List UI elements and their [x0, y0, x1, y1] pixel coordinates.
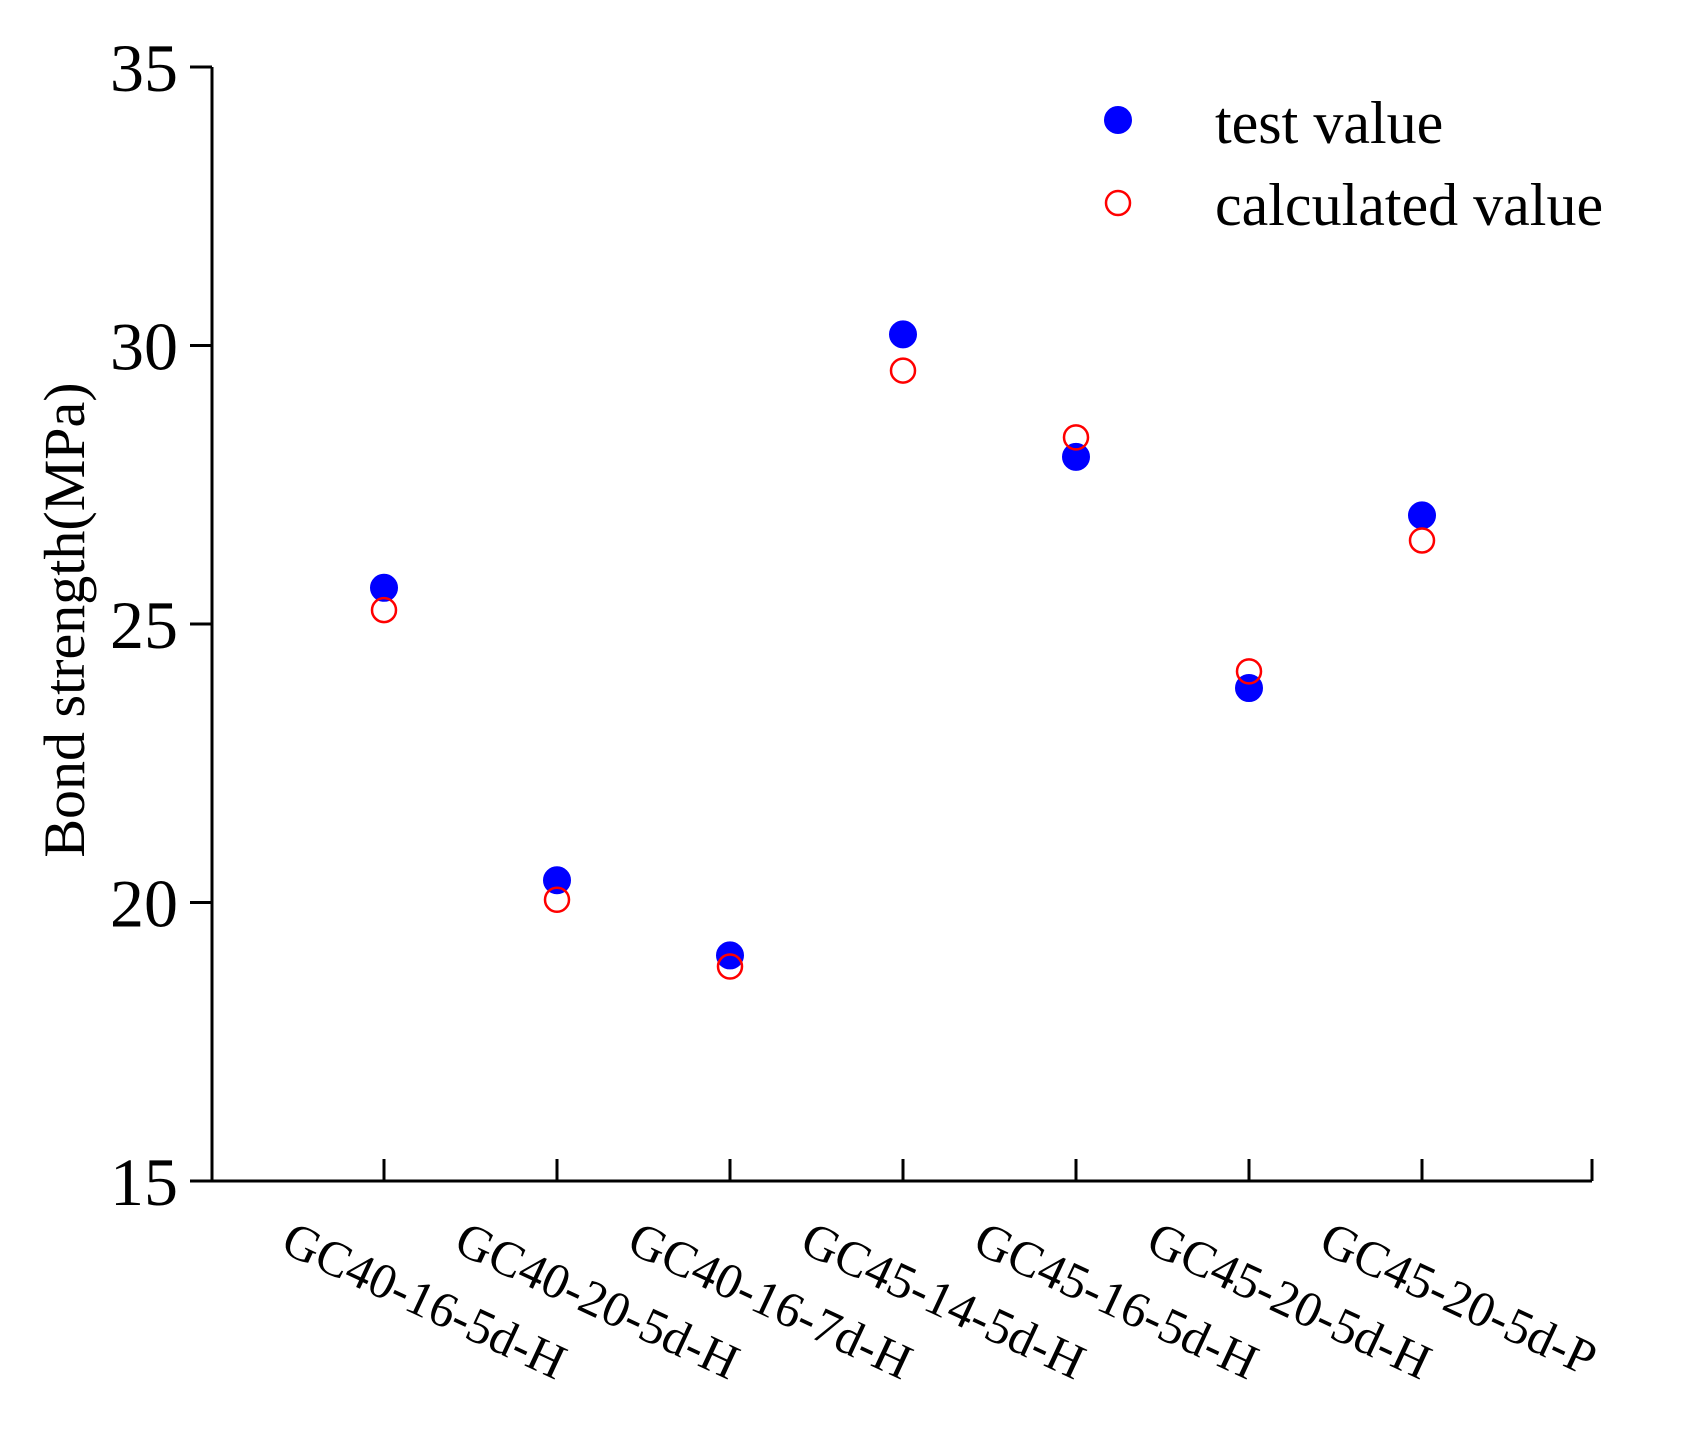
x-ticks: GC40-16-5d-HGC40-20-5d-HGC40-16-7d-HGC45… — [274, 1159, 1605, 1390]
y-tick-label: 35 — [110, 30, 178, 106]
test-value-point — [543, 866, 571, 895]
legend-label-calculated-value: calculated value — [1215, 172, 1603, 238]
y-tick-label: 25 — [110, 587, 178, 663]
y-tick-label: 30 — [110, 309, 178, 385]
calculated-value-point — [1408, 527, 1436, 554]
y-tick-label: 20 — [110, 866, 178, 942]
y-axis-label: Bond strength(MPa) — [32, 382, 97, 857]
calculated-value-point — [543, 886, 571, 913]
data-points — [370, 320, 1436, 980]
test-value-point — [370, 573, 398, 602]
legend-marker-test-value — [1104, 106, 1132, 134]
calculated-value-point — [1235, 658, 1263, 685]
test-value-point — [1408, 501, 1436, 530]
calculated-value-point — [1062, 424, 1090, 451]
y-tick-label: 15 — [110, 1144, 178, 1220]
calculated-value-point — [716, 953, 744, 980]
legend-label-test-value: test value — [1215, 90, 1443, 156]
test-value-point — [889, 320, 917, 349]
calculated-value-point — [370, 596, 398, 624]
y-ticks: 15 20 25 30 35 — [110, 30, 212, 1220]
calculated-value-point — [889, 357, 917, 384]
legend: test value calculated value — [1104, 90, 1603, 238]
test-value-point — [1062, 442, 1090, 471]
legend-marker-calculated-value — [1104, 189, 1132, 217]
